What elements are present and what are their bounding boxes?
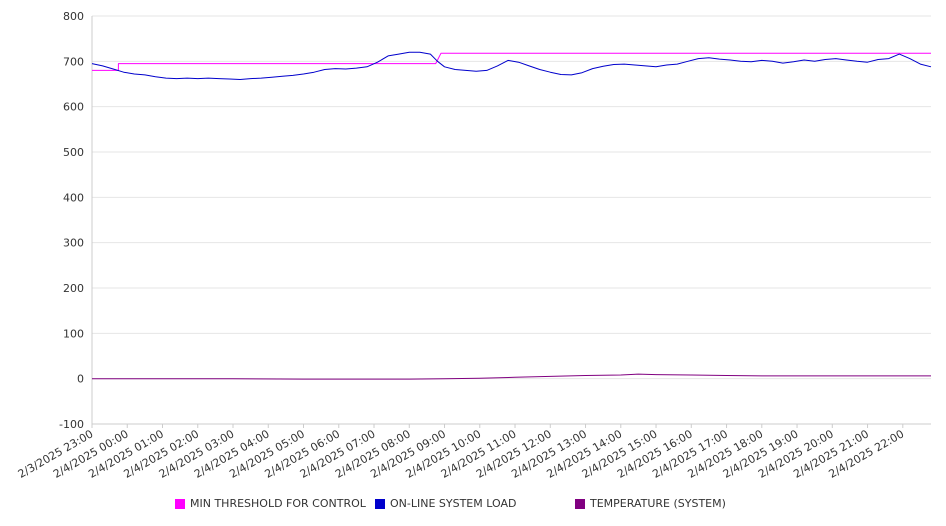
legend-item-temperature: TEMPERATURE (SYSTEM) (575, 497, 726, 510)
y-tick-label: 800 (63, 10, 84, 23)
series-line-temperature (92, 373, 931, 380)
legend: MIN THRESHOLD FOR CONTROL ON-LINE SYSTEM… (0, 497, 946, 515)
legend-label-threshold: MIN THRESHOLD FOR CONTROL (190, 497, 366, 510)
y-tick-label: 300 (63, 237, 84, 250)
y-tick-label: 500 (63, 146, 84, 159)
legend-swatch-temperature (575, 498, 585, 509)
legend-item-system-load: ON-LINE SYSTEM LOAD (375, 497, 516, 510)
legend-label-system-load: ON-LINE SYSTEM LOAD (390, 497, 517, 510)
legend-item-threshold: MIN THRESHOLD FOR CONTROL (175, 497, 366, 510)
legend-label-temperature: TEMPERATURE (SYSTEM) (590, 497, 726, 510)
y-tick-label: 100 (63, 327, 84, 340)
y-tick-labels: -100 0 100 200 300 400 500 600 700 800 (59, 10, 84, 431)
legend-swatch-threshold (175, 498, 185, 509)
y-tick-label: -100 (59, 418, 84, 431)
y-tick-label: 0 (77, 373, 84, 386)
gridlines (92, 15, 931, 380)
y-tick-label: 200 (63, 282, 84, 295)
series-lines (91, 51, 932, 380)
y-tick-label: 400 (63, 191, 84, 204)
legend-swatch-system-load (375, 498, 385, 509)
axes (91, 16, 931, 425)
x-tick-labels: 2/3/2025 23:002/4/2025 00:002/4/2025 01:… (16, 424, 906, 481)
y-tick-label: 600 (63, 101, 84, 114)
series-line-threshold (92, 52, 931, 71)
series-line-system-load (91, 51, 932, 80)
y-tick-label: 700 (63, 55, 84, 68)
